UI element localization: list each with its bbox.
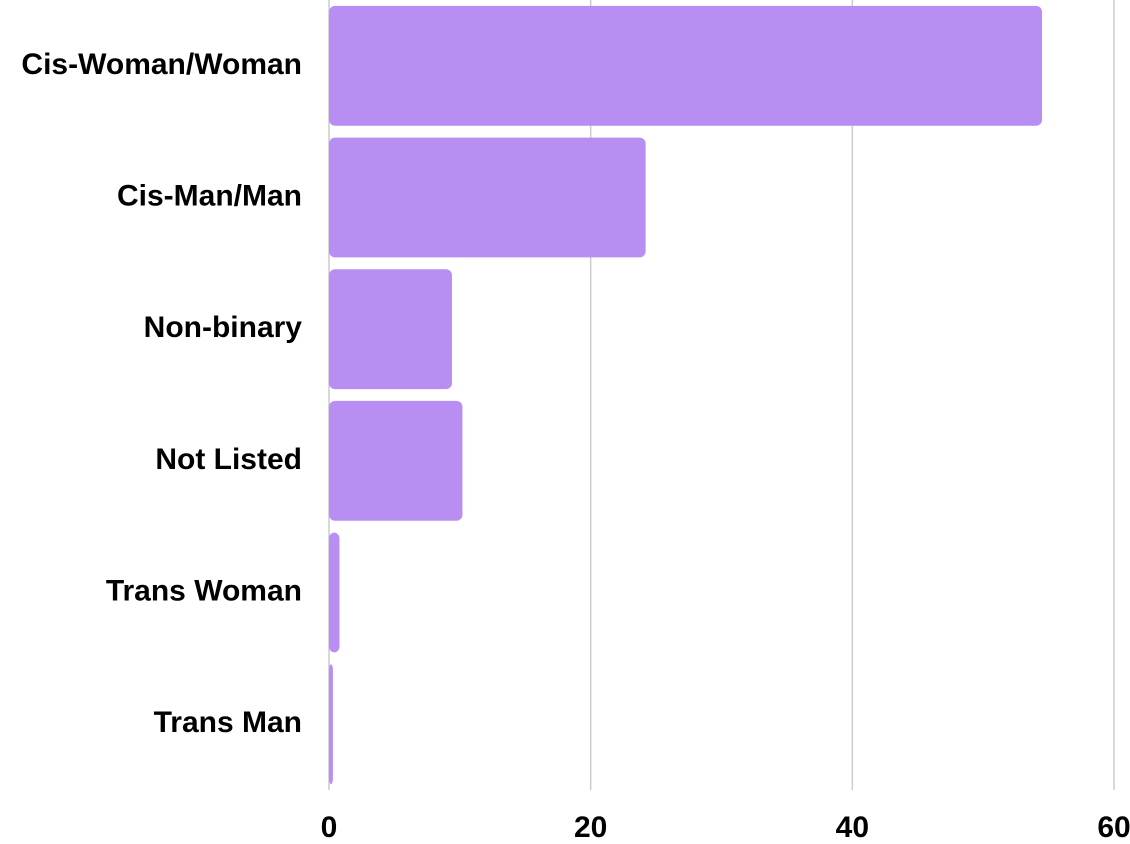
y-tick-label: Trans Woman — [106, 574, 302, 607]
bar — [329, 532, 340, 653]
y-tick-label: Cis-Woman/Woman — [21, 48, 302, 81]
bar — [329, 5, 1043, 126]
y-tick-label: Non-binary — [144, 311, 303, 344]
x-tick-label: 60 — [1097, 811, 1130, 844]
y-tick-label: Trans Man — [154, 706, 302, 739]
x-tick-label: 40 — [836, 811, 869, 844]
x-tick-label: 0 — [321, 811, 338, 844]
bar — [329, 137, 646, 258]
y-tick-label: Cis-Man/Man — [117, 179, 302, 212]
y-tick-label: Not Listed — [155, 443, 302, 476]
bar — [329, 664, 333, 785]
bar — [329, 400, 463, 521]
bar — [329, 269, 452, 390]
x-tick-label: 20 — [574, 811, 607, 844]
